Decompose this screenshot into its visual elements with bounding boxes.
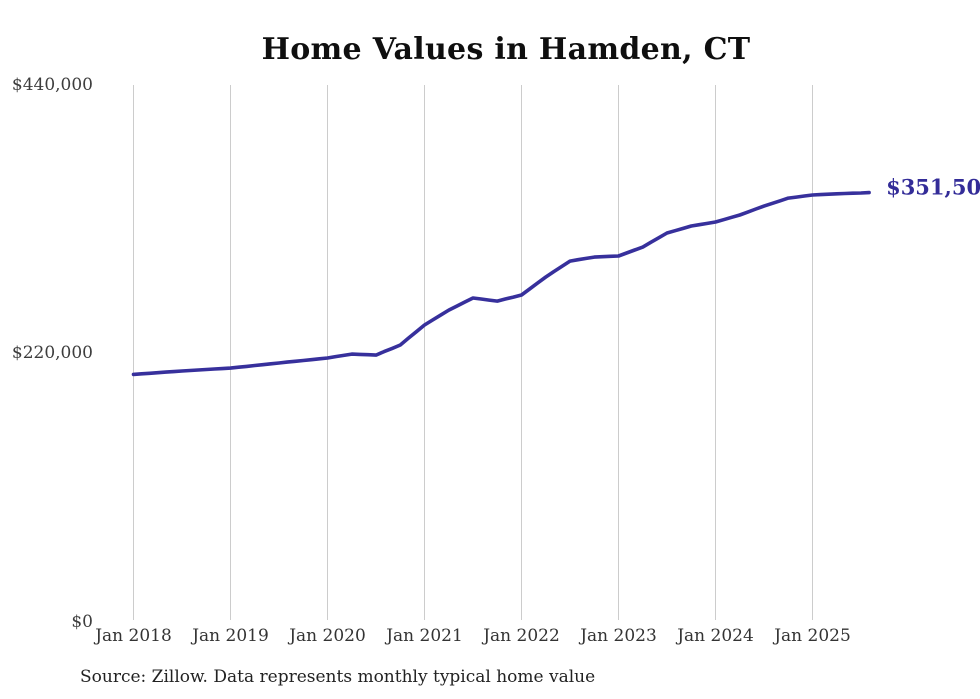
gridlines: [133, 85, 813, 620]
x-tick-label: Jan 2025: [774, 626, 851, 646]
x-tick-label: Jan 2022: [483, 626, 560, 646]
x-tick-label: Jan 2018: [95, 626, 172, 646]
y-tick-label: $220,000: [11, 342, 93, 363]
chart-title: Home Values in Hamden, CT: [261, 32, 751, 67]
y-tick-label: $0: [71, 612, 93, 632]
x-tick-label: Jan 2021: [386, 626, 463, 646]
x-tick-label: Jan 2024: [677, 626, 754, 646]
x-tick-label: Jan 2023: [580, 626, 657, 646]
source-note: Source: Zillow. Data represents monthly …: [80, 667, 596, 687]
x-tick-label: Jan 2019: [192, 626, 269, 646]
y-tick-label: $440,000: [11, 75, 93, 95]
value-line: [131, 190, 871, 377]
x-tick-label: Jan 2020: [289, 626, 366, 646]
final-value-label: $351,501: [886, 174, 980, 200]
